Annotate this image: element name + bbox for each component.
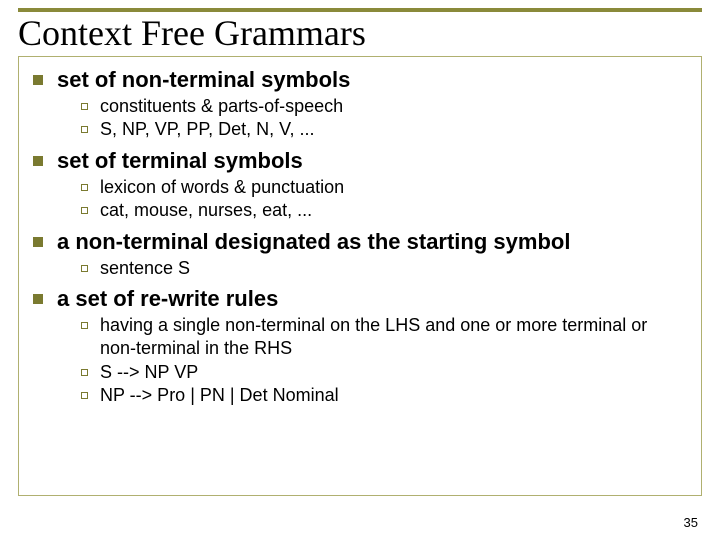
sublist-item: constituents & parts-of-speech (81, 95, 687, 118)
slide: Context Free Grammars set of non-termina… (0, 0, 720, 540)
list-item-label: set of terminal symbols (57, 148, 303, 174)
sublist-item: cat, mouse, nurses, eat, ... (81, 199, 687, 222)
sublist-item: S, NP, VP, PP, Det, N, V, ... (81, 118, 687, 141)
content-box: set of non-terminal symbols constituents… (18, 56, 702, 496)
hollow-square-bullet-icon (81, 369, 88, 376)
hollow-square-bullet-icon (81, 184, 88, 191)
hollow-square-bullet-icon (81, 103, 88, 110)
hollow-square-bullet-icon (81, 265, 88, 272)
sublist-item: NP --> Pro | PN | Det Nominal (81, 384, 687, 407)
square-bullet-icon (33, 294, 43, 304)
square-bullet-icon (33, 237, 43, 247)
list-item: a non-terminal designated as the startin… (33, 229, 687, 255)
sublist-item-label: S, NP, VP, PP, Det, N, V, ... (100, 118, 314, 141)
hollow-square-bullet-icon (81, 322, 88, 329)
list-item-label: a non-terminal designated as the startin… (57, 229, 570, 255)
square-bullet-icon (33, 156, 43, 166)
sublist-item: sentence S (81, 257, 687, 280)
hollow-square-bullet-icon (81, 392, 88, 399)
page-number: 35 (684, 515, 698, 530)
sublist-item-label: lexicon of words & punctuation (100, 176, 344, 199)
sublist: lexicon of words & punctuation cat, mous… (81, 176, 687, 223)
sublist-item-label: having a single non-terminal on the LHS … (100, 314, 687, 361)
list-item: a set of re-write rules (33, 286, 687, 312)
hollow-square-bullet-icon (81, 126, 88, 133)
list-item: set of non-terminal symbols (33, 67, 687, 93)
sublist: having a single non-terminal on the LHS … (81, 314, 687, 408)
sublist: constituents & parts-of-speech S, NP, VP… (81, 95, 687, 142)
hollow-square-bullet-icon (81, 207, 88, 214)
sublist-item-label: sentence S (100, 257, 190, 280)
slide-title: Context Free Grammars (18, 12, 702, 54)
sublist-item-label: S --> NP VP (100, 361, 198, 384)
list-item: set of terminal symbols (33, 148, 687, 174)
sublist-item: S --> NP VP (81, 361, 687, 384)
list-item-label: set of non-terminal symbols (57, 67, 350, 93)
sublist: sentence S (81, 257, 687, 280)
sublist-item-label: constituents & parts-of-speech (100, 95, 343, 118)
square-bullet-icon (33, 75, 43, 85)
sublist-item: having a single non-terminal on the LHS … (81, 314, 687, 361)
sublist-item-label: NP --> Pro | PN | Det Nominal (100, 384, 339, 407)
sublist-item-label: cat, mouse, nurses, eat, ... (100, 199, 312, 222)
sublist-item: lexicon of words & punctuation (81, 176, 687, 199)
list-item-label: a set of re-write rules (57, 286, 278, 312)
